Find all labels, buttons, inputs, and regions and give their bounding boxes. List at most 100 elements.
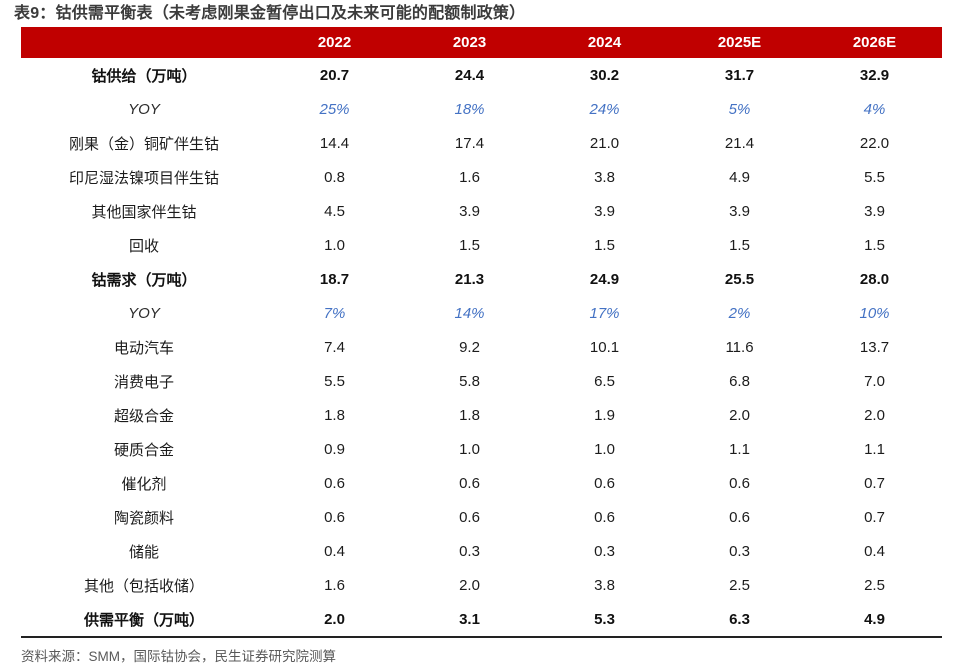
cell-value: 0.6 [729, 474, 750, 492]
table-row: 陶瓷颜料 0.6 0.6 0.6 0.6 0.7 [21, 500, 942, 534]
cell-value: 21.0 [589, 134, 620, 152]
cell-value: 9.2 [459, 338, 480, 356]
header-year-2022: 2022 [267, 27, 402, 58]
cell-value: 1.5 [864, 236, 885, 254]
cell-value: 21.3 [454, 270, 485, 288]
cell-value: 1.0 [594, 440, 615, 458]
cell-value: 22.0 [859, 134, 890, 152]
cell-value: 24.9 [589, 270, 620, 288]
cell-value: 2.0 [864, 406, 885, 424]
table-row: 消费电子 5.5 5.8 6.5 6.8 7.0 [21, 364, 942, 398]
cell-value: 21.4 [724, 134, 755, 152]
cell-value: 5% [728, 100, 751, 118]
cell-value: 10.1 [589, 338, 620, 356]
table-row: YOY 7% 14% 17% 2% 10% [21, 296, 942, 330]
cell-value: 28.0 [859, 270, 890, 288]
row-label: 硬质合金 [113, 441, 174, 459]
table-row: 供需平衡（万吨） 2.0 3.1 5.3 6.3 4.9 [21, 602, 942, 637]
cell-value: 31.7 [724, 66, 755, 84]
cell-value: 13.7 [859, 338, 890, 356]
table-body: 钴供给（万吨） 20.7 24.4 30.2 31.7 32.9 YOY 25% 18% 2… [21, 58, 942, 637]
cell-value: 20.7 [319, 66, 350, 84]
table-row: 钴供给（万吨） 20.7 24.4 30.2 31.7 32.9 [21, 58, 942, 92]
row-label: YOY [128, 304, 160, 322]
cell-value: 1.8 [459, 406, 480, 424]
cell-value: 3.9 [864, 202, 885, 220]
table-row: YOY 25% 18% 24% 5% 4% [21, 92, 942, 126]
row-label: 催化剂 [121, 475, 167, 493]
header-row: 2022 2023 2024 2025E 2026E [21, 27, 942, 58]
cell-value: 5.3 [594, 610, 615, 628]
cell-value: 6.3 [729, 610, 750, 628]
cell-value: 1.6 [324, 576, 345, 594]
cell-value: 17.4 [454, 134, 485, 152]
row-label: 刚果（金）铜矿伴生钴 [68, 135, 219, 153]
cell-value: 2% [728, 304, 751, 322]
cell-value: 4.5 [324, 202, 345, 220]
cell-value: 0.6 [729, 508, 750, 526]
cell-value: 7.4 [324, 338, 345, 356]
cell-value: 1.9 [594, 406, 615, 424]
cell-value: 2.0 [729, 406, 750, 424]
table-row: 储能 0.4 0.3 0.3 0.3 0.4 [21, 534, 942, 568]
header-year-2023: 2023 [402, 27, 537, 58]
cell-value: 0.7 [864, 474, 885, 492]
cell-value: 5.5 [864, 168, 885, 186]
row-label: 钴需求（万吨） [91, 271, 197, 289]
row-label: 钴供给（万吨） [91, 67, 197, 85]
row-label: 其他（包括收储） [83, 577, 204, 595]
table-row: 硬质合金 0.9 1.0 1.0 1.1 1.1 [21, 432, 942, 466]
cell-value: 1.0 [324, 236, 345, 254]
cell-value: 0.3 [594, 542, 615, 560]
cell-value: 2.0 [324, 610, 345, 628]
cell-value: 0.8 [324, 168, 345, 186]
cell-value: 0.6 [459, 474, 480, 492]
header-year-2026e: 2026E [807, 27, 942, 58]
header-year-2024: 2024 [537, 27, 672, 58]
cell-value: 1.0 [459, 440, 480, 458]
cell-value: 7% [323, 304, 346, 322]
row-label: 陶瓷颜料 [113, 509, 174, 527]
row-label: YOY [128, 100, 160, 118]
cell-value: 2.5 [864, 576, 885, 594]
cell-value: 5.5 [324, 372, 345, 390]
table-row: 电动汽车 7.4 9.2 10.1 11.6 13.7 [21, 330, 942, 364]
table-row: 其他国家伴生钴 4.5 3.9 3.9 3.9 3.9 [21, 194, 942, 228]
row-label: 印尼湿法镍项目伴生钴 [68, 169, 219, 187]
cell-value: 14% [454, 304, 485, 322]
cell-value: 24% [589, 100, 620, 118]
row-label: 储能 [128, 543, 159, 561]
cell-value: 4.9 [729, 168, 750, 186]
cell-value: 1.6 [459, 168, 480, 186]
table-row: 催化剂 0.6 0.6 0.6 0.6 0.7 [21, 466, 942, 500]
cell-value: 25.5 [724, 270, 755, 288]
cell-value: 0.6 [594, 474, 615, 492]
table-row: 钴需求（万吨） 18.7 21.3 24.9 25.5 28.0 [21, 262, 942, 296]
row-label: 其他国家伴生钴 [91, 203, 197, 221]
source-note: 资料来源：SMM，国际钴协会，民生证券研究院测算 [21, 649, 336, 664]
cell-value: 30.2 [589, 66, 620, 84]
table-row: 回收 1.0 1.5 1.5 1.5 1.5 [21, 228, 942, 262]
table-title: 表9：钴供需平衡表（未考虑刚果金暂停出口及未来可能的配额制政策） [14, 5, 526, 22]
header-label-cell [21, 27, 267, 58]
cell-value: 1.5 [729, 236, 750, 254]
cell-value: 3.1 [459, 610, 480, 628]
cell-value: 3.8 [594, 168, 615, 186]
cell-value: 2.5 [729, 576, 750, 594]
cell-value: 1.8 [324, 406, 345, 424]
table-row: 其他（包括收储） 1.6 2.0 3.8 2.5 2.5 [21, 568, 942, 602]
cell-value: 25% [319, 100, 350, 118]
cell-value: 7.0 [864, 372, 885, 390]
cell-value: 0.4 [864, 542, 885, 560]
cell-value: 4% [863, 100, 886, 118]
cell-value: 3.9 [459, 202, 480, 220]
cell-value: 11.6 [725, 338, 754, 356]
row-label: 供需平衡（万吨） [83, 611, 204, 629]
row-label: 回收 [128, 237, 159, 255]
cell-value: 3.9 [729, 202, 750, 220]
row-label: 超级合金 [113, 407, 174, 425]
cell-value: 0.6 [459, 508, 480, 526]
cell-value: 0.6 [324, 508, 345, 526]
row-label: 消费电子 [113, 373, 174, 391]
